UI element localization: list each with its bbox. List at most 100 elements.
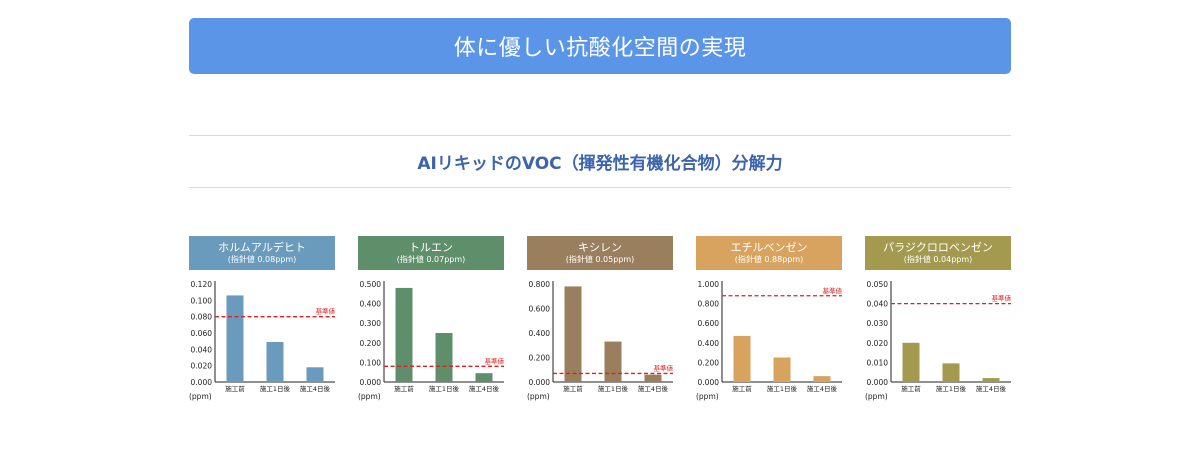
x-tick-label: 施工前	[394, 384, 414, 393]
chart-title: パラジクロロベンゼン	[883, 241, 993, 254]
chart-plot: 0.000 0.200 0.400 0.600 0.800 施工前 施工1日後 施工4日後 基準…	[527, 280, 674, 401]
chart-guideline: (指針値 0.07ppm)	[396, 255, 466, 264]
chart-guideline: (指針値 0.88ppm)	[734, 255, 804, 264]
bar	[226, 295, 244, 382]
unit-label: (ppm)	[527, 392, 550, 401]
x-tick-label: 施工1日後	[429, 384, 460, 393]
unit-label: (ppm)	[865, 392, 888, 401]
chart-header: ホルムアルデヒト (指針値 0.08ppm)	[189, 236, 335, 270]
bar	[435, 333, 453, 382]
y-tick-label: 0.400	[698, 339, 720, 348]
bar	[395, 287, 413, 382]
section-divider-top	[189, 135, 1011, 136]
y-tick-label: 0.800	[529, 280, 551, 289]
y-tick-label: 0.050	[867, 280, 889, 289]
chart-header: キシレン (指針値 0.05ppm)	[527, 236, 673, 270]
chart-paradichlorobenzene: パラジクロロベンゼン (指針値 0.04ppm) 0.000 0.010 0.020…	[865, 236, 1013, 406]
x-tick-label: 施工4日後	[807, 384, 838, 393]
chart-plot: 0.000 0.020 0.040 0.060 0.080 0.100 0.120 施工前 施工…	[189, 280, 336, 401]
y-tick-label: 0.000	[360, 378, 382, 387]
y-tick-label: 0.400	[360, 300, 382, 309]
x-tick-label: 施工前	[901, 384, 921, 393]
y-tick-label: 0.400	[529, 329, 551, 338]
chart-ethylbenzene: エチルベンゼン (指針値 0.88ppm) 0.000 0.200 0.400 0.6…	[696, 236, 844, 406]
y-tick-label: 0.100	[191, 296, 213, 305]
chart-guideline: (指針値 0.04ppm)	[903, 255, 973, 264]
y-tick-label: 1.000	[698, 280, 720, 289]
x-tick-label: 施工1日後	[598, 384, 629, 393]
chart-plot: 0.000 0.100 0.200 0.300 0.400 0.500 施工前 施工1日後 施工…	[358, 280, 505, 401]
x-tick-label: 施工前	[563, 384, 583, 393]
y-tick-label: 0.000	[529, 378, 551, 387]
y-tick-label: 0.500	[360, 280, 382, 289]
unit-label: (ppm)	[358, 392, 381, 401]
chart-toluene: トルエン (指針値 0.07ppm) 0.000 0.100 0.200 0.300 0…	[358, 236, 506, 406]
x-tick-label: 施工4日後	[469, 384, 500, 393]
chart-xylene: キシレン (指針値 0.05ppm) 0.000 0.200 0.400 0.600 0…	[527, 236, 675, 406]
x-tick-label: 施工4日後	[638, 384, 669, 393]
bar	[773, 357, 791, 382]
y-tick-label: 0.120	[191, 280, 213, 289]
y-tick-label: 0.600	[698, 319, 720, 328]
unit-label: (ppm)	[696, 392, 719, 401]
unit-label: (ppm)	[189, 392, 212, 401]
chart-guideline: (指針値 0.08ppm)	[227, 255, 297, 264]
chart-plot: 0.000 0.010 0.020 0.030 0.040 0.050 施工前 施工1日後 施工…	[865, 280, 1012, 401]
chart-header: トルエン (指針値 0.07ppm)	[358, 236, 504, 270]
threshold-label: 基準値	[654, 363, 674, 372]
bar	[306, 367, 324, 382]
bar	[644, 374, 662, 382]
x-tick-label: 施工前	[732, 384, 752, 393]
bar	[982, 378, 1000, 382]
threshold-label: 基準値	[823, 286, 843, 295]
chart-plot: 0.000 0.200 0.400 0.600 0.800 1.000 施工前 施工1日後 施工…	[696, 280, 843, 401]
y-tick-label: 0.000	[191, 378, 213, 387]
y-tick-label: 0.040	[867, 300, 889, 309]
y-tick-label: 0.000	[867, 378, 889, 387]
chart-title: ホルムアルデヒト	[218, 241, 306, 254]
section-divider-bottom	[189, 187, 1011, 188]
bar	[564, 286, 582, 382]
y-tick-label: 0.010	[867, 358, 889, 367]
chart-title: キシレン	[578, 241, 622, 254]
y-tick-label: 0.020	[191, 362, 213, 371]
y-tick-label: 0.200	[360, 339, 382, 348]
x-tick-label: 施工1日後	[260, 384, 291, 393]
section-subtitle: AIリキッドのVOC（揮発性有機化合物）分解力	[417, 154, 783, 174]
y-tick-label: 0.000	[698, 378, 720, 387]
bar	[902, 342, 920, 382]
x-tick-label: 施工4日後	[300, 384, 331, 393]
bar	[475, 373, 493, 382]
y-tick-label: 0.600	[529, 305, 551, 314]
bar	[733, 335, 751, 382]
chart-title: エチルベンゼン	[730, 241, 808, 254]
y-tick-label: 0.030	[867, 319, 889, 328]
bar	[942, 363, 960, 382]
y-tick-label: 0.040	[191, 345, 213, 354]
bar	[604, 341, 622, 382]
chart-header: パラジクロロベンゼン (指針値 0.04ppm)	[865, 236, 1011, 270]
title-banner: 体に優しい抗酸化空間の実現	[189, 18, 1011, 74]
y-tick-label: 0.080	[191, 313, 213, 322]
chart-guideline: (指針値 0.05ppm)	[565, 255, 635, 264]
threshold-label: 基準値	[992, 294, 1012, 303]
y-tick-label: 0.020	[867, 339, 889, 348]
y-tick-label: 0.300	[360, 319, 382, 328]
x-tick-label: 施工前	[225, 384, 245, 393]
threshold-label: 基準値	[316, 307, 336, 316]
chart-title: トルエン	[409, 241, 453, 254]
chart-formaldehyde: ホルムアルデヒト (指針値 0.08ppm) 0.000 0.020 0.040 0.…	[189, 236, 337, 406]
y-tick-label: 0.200	[698, 358, 720, 367]
x-tick-label: 施工1日後	[936, 384, 967, 393]
y-tick-label: 0.060	[191, 329, 213, 338]
banner-title: 体に優しい抗酸化空間の実現	[453, 36, 747, 61]
x-tick-label: 施工1日後	[767, 384, 798, 393]
bar	[813, 376, 831, 382]
y-tick-label: 0.100	[360, 358, 382, 367]
bar	[266, 341, 284, 382]
threshold-label: 基準値	[485, 356, 505, 365]
y-tick-label: 0.200	[529, 354, 551, 363]
x-tick-label: 施工4日後	[976, 384, 1007, 393]
chart-header: エチルベンゼン (指針値 0.88ppm)	[696, 236, 842, 270]
y-tick-label: 0.800	[698, 300, 720, 309]
